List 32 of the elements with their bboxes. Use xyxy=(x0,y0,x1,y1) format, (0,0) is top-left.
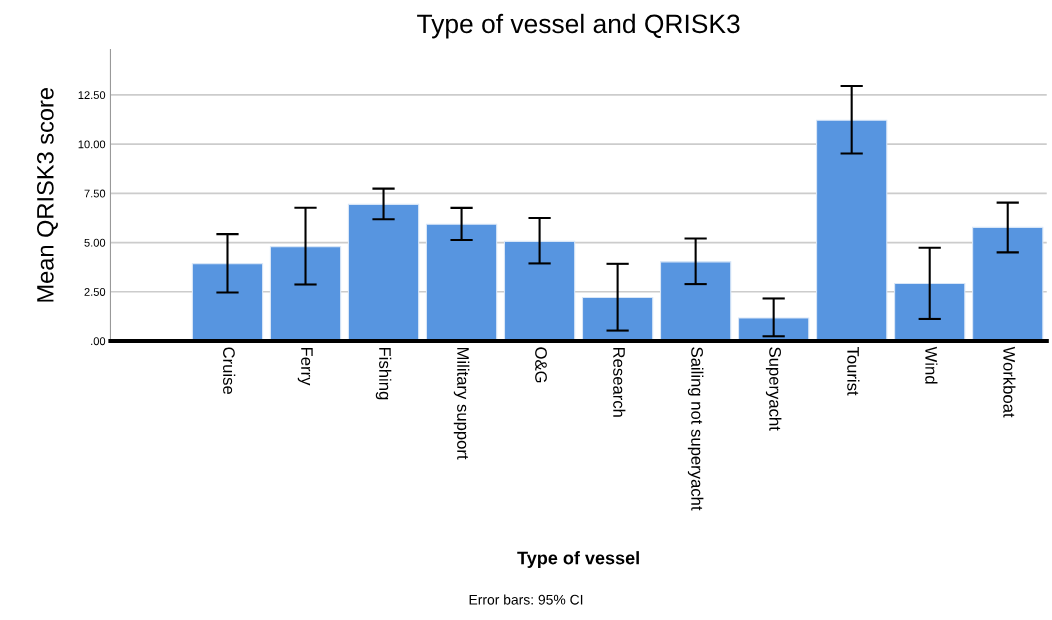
y-tick-label: 12.50 xyxy=(78,91,106,100)
y-tick-label: 2.50 xyxy=(84,288,106,296)
x-tick-label: Military support xyxy=(453,347,470,460)
bar xyxy=(581,296,654,341)
x-tick-label: Sailing not superyacht xyxy=(687,347,704,511)
x-axis-title: Type of vessel xyxy=(517,551,639,568)
text: Error bars: 95% CI xyxy=(469,594,583,605)
bar xyxy=(347,203,420,341)
x-tick-label: Workboat xyxy=(1003,346,1016,418)
x-tick-label: Fishing xyxy=(375,347,392,400)
bar xyxy=(737,317,810,341)
x-tick-label: Wind xyxy=(925,346,938,384)
y-tick-label: 7.50 xyxy=(84,189,106,198)
x-tick-label: Tourist xyxy=(847,346,860,396)
bar xyxy=(816,119,888,341)
x-tick-label: O&G xyxy=(535,347,547,383)
x-tick-label: Superyacht xyxy=(765,347,782,431)
x-tick-label: Ferry xyxy=(297,347,313,386)
bar xyxy=(503,240,576,341)
y-tick-label: 10.00 xyxy=(78,140,106,149)
y-axis-title: Mean QRISK3 score xyxy=(36,88,58,302)
chart-title: Type of vessel and QRISK3 xyxy=(417,13,740,39)
y-tick-label: 5.00 xyxy=(84,238,106,247)
bar xyxy=(269,246,342,341)
bar xyxy=(191,263,264,341)
bar xyxy=(894,282,966,341)
bar xyxy=(659,261,732,341)
bar xyxy=(425,223,498,341)
y-tick-label: .00 xyxy=(91,337,106,346)
x-tick-label: Research xyxy=(613,347,626,417)
bar xyxy=(972,226,1044,341)
x-tick-label: Cruise xyxy=(223,347,236,394)
